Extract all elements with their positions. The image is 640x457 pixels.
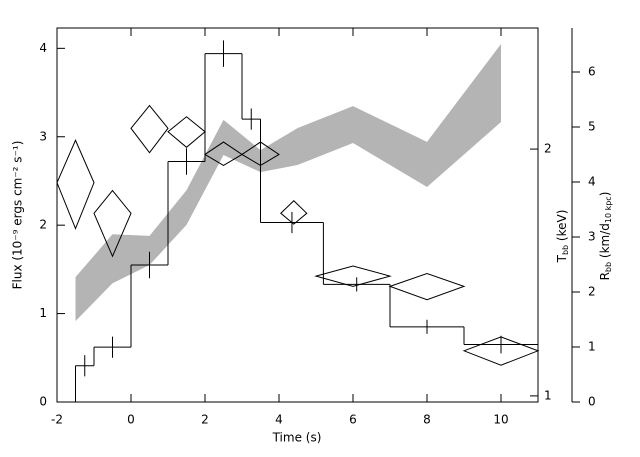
y3-tick-label: 0 bbox=[588, 395, 596, 409]
diamond bbox=[462, 336, 540, 366]
y3-tick-label: 3 bbox=[588, 230, 596, 244]
x-tick-label: -2 bbox=[51, 413, 63, 427]
diamond bbox=[280, 200, 308, 225]
x-tick-label: 8 bbox=[423, 413, 431, 427]
y3-tick-label: 2 bbox=[588, 285, 596, 299]
x-tick-label: 10 bbox=[493, 413, 508, 427]
y3-tick-label: 1 bbox=[588, 340, 596, 354]
plot-frame bbox=[56, 27, 539, 403]
diamond bbox=[314, 265, 392, 287]
label-part: (keV) bbox=[555, 210, 569, 245]
y-axis-label: Flux (10⁻⁹ ergs cm⁻² s⁻¹) bbox=[11, 141, 25, 290]
y2-tick-label: 2 bbox=[544, 142, 552, 156]
y-tick-label: 4 bbox=[39, 41, 47, 55]
label-sub: bb bbox=[604, 262, 613, 272]
diamond bbox=[167, 116, 206, 148]
y2-tick-label: 1 bbox=[544, 388, 552, 402]
label-part: (km/d bbox=[598, 223, 612, 262]
label-part: R bbox=[598, 272, 612, 280]
y2-axis-label: Tbb (keV) bbox=[555, 210, 570, 264]
diamond bbox=[56, 139, 95, 230]
x-tick-label: 2 bbox=[201, 413, 209, 427]
label-part: ) bbox=[598, 192, 612, 197]
x-axis-label: Time (s) bbox=[272, 431, 322, 445]
y3-tick-label: 4 bbox=[588, 175, 596, 189]
diamond bbox=[130, 104, 169, 154]
x-tick-label: 4 bbox=[275, 413, 283, 427]
y3-tick-label: 5 bbox=[588, 120, 596, 134]
label-sub: 10 kpc bbox=[604, 196, 613, 223]
y-tick-label: 1 bbox=[39, 306, 47, 320]
y3-tick-label: 6 bbox=[588, 65, 596, 79]
y3-axis-label: Rbb (km/d10 kpc) bbox=[598, 192, 613, 281]
y-tick-label: 2 bbox=[39, 218, 47, 232]
label-sub: bb bbox=[561, 245, 570, 255]
y-tick-label: 3 bbox=[39, 129, 47, 143]
x-tick-label: 0 bbox=[127, 413, 135, 427]
diamond bbox=[241, 141, 280, 167]
y-tick-label: 0 bbox=[39, 395, 47, 409]
diamond bbox=[93, 189, 132, 258]
x-tick-label: 6 bbox=[349, 413, 357, 427]
band bbox=[75, 43, 501, 322]
diamond bbox=[388, 273, 466, 301]
label-part: T bbox=[555, 254, 569, 263]
